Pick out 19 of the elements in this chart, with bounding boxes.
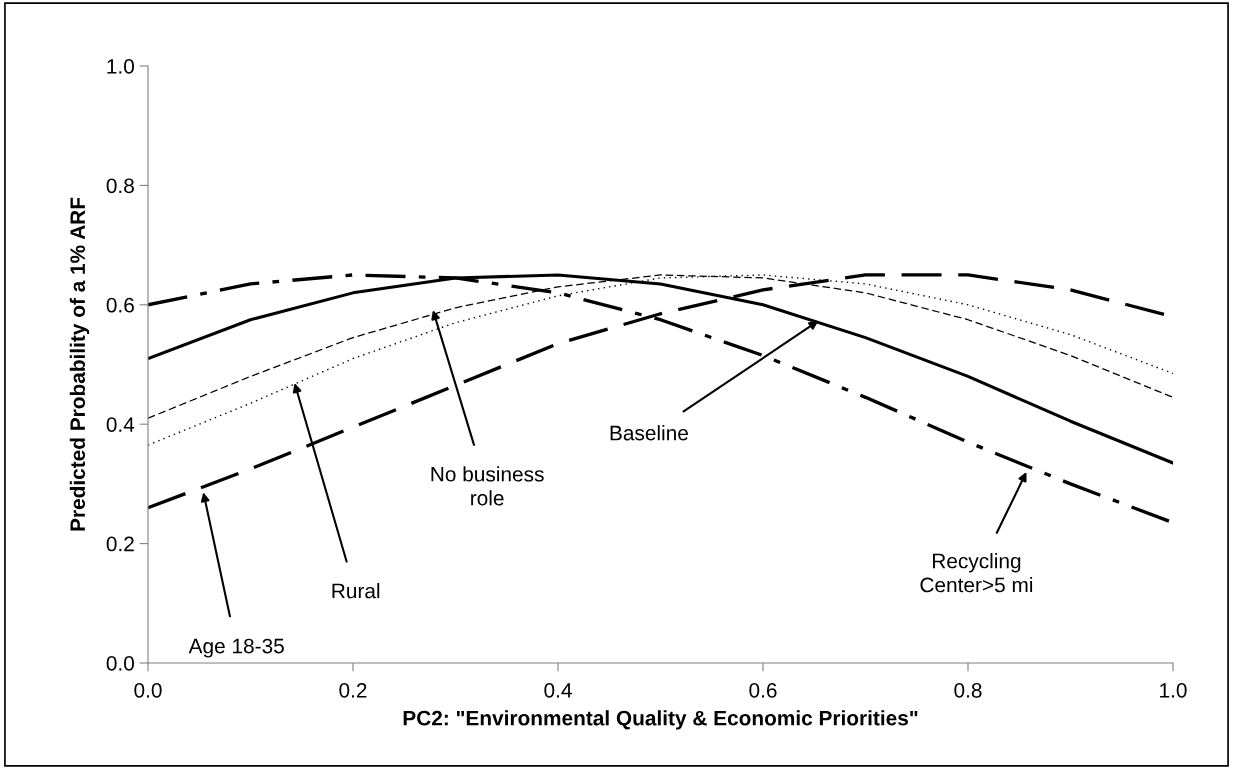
y-tick-label: 0.2 (106, 536, 134, 552)
y-tick-label: 0.0 (106, 656, 134, 671)
annotation: Recycling Center>5 mi (920, 553, 1033, 593)
annotation: Rural (332, 583, 380, 599)
annotation: Baseline (610, 425, 688, 441)
y-tick-label: 1.0 (107, 59, 134, 74)
x-tick-label: 0.8 (954, 682, 982, 698)
y-tick-label: 0.6 (106, 297, 134, 313)
x-tick-label: 0.0 (134, 682, 162, 698)
y-tick-label: 0.8 (106, 178, 134, 194)
x-axis-title: PC2: "Environmental Quality & Economic Priorities" (403, 710, 918, 730)
x-tick-label: 0.2 (339, 682, 367, 698)
x-tick-label: 0.4 (544, 682, 572, 698)
y-axis-title: Predicted Probability of a 1% ARF (69, 197, 90, 531)
x-tick-label: 1.0 (1160, 682, 1187, 698)
annotation: No business role (431, 466, 544, 506)
y-tick-label: 0.4 (106, 417, 135, 432)
x-tick-label: 0.6 (749, 682, 777, 698)
annotation: Age 18-35 (188, 638, 284, 658)
